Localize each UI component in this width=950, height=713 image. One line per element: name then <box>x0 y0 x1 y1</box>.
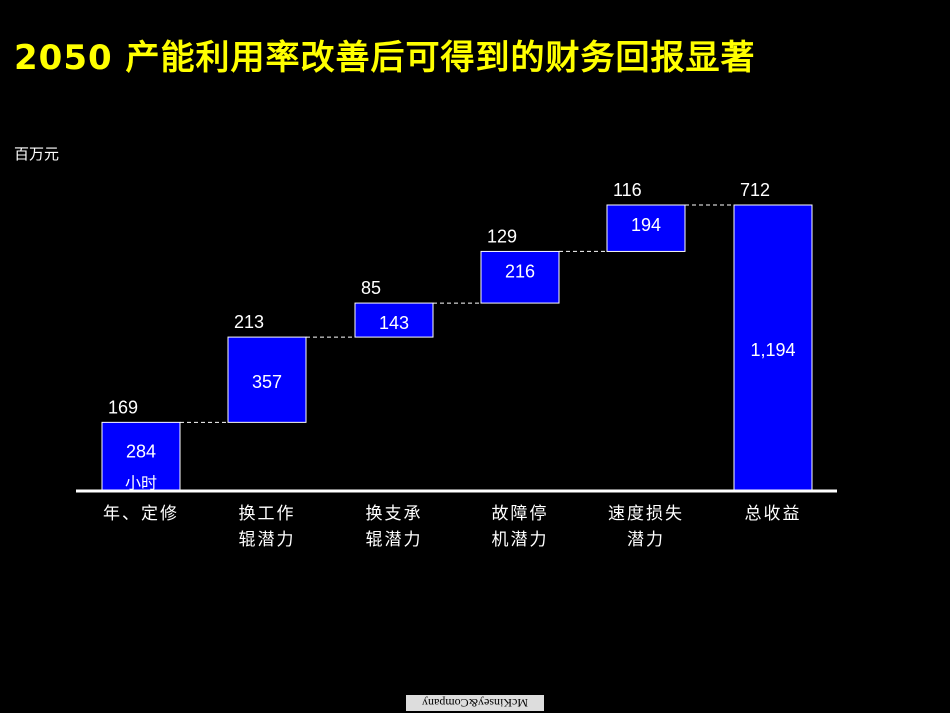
value-label-0: 169 <box>108 397 138 417</box>
value-label-2: 85 <box>361 278 381 298</box>
company-logo: McKinsey&Company <box>406 695 544 711</box>
inner-label-2: 143 <box>379 313 409 333</box>
category-label-5-0: 总收益 <box>745 504 802 524</box>
inner-label-4: 194 <box>631 215 661 235</box>
bar-3 <box>480 250 560 304</box>
inner-label-0: 284 <box>126 441 156 461</box>
inner-label-1: 357 <box>252 372 282 392</box>
category-label-0-0: 年、定修 <box>103 504 179 524</box>
value-label-5: 712 <box>740 180 770 200</box>
unit-note-0: 小时 <box>125 473 157 492</box>
category-label-3-1: 机潜力 <box>492 530 549 550</box>
value-label-4: 116 <box>613 180 642 200</box>
unit-label: 百万元 <box>14 145 60 163</box>
bar-0 <box>101 421 181 491</box>
category-label-4-1: 潜力 <box>627 530 665 550</box>
bar-4 <box>606 204 686 252</box>
category-label-1-0: 换工作 <box>239 504 296 524</box>
value-label-1: 213 <box>234 312 264 332</box>
inner-label-5: 1,194 <box>750 340 795 360</box>
category-label-4-0: 速度损失 <box>608 504 684 524</box>
category-label-2-0: 换支承 <box>366 504 423 524</box>
category-label-1-1: 辊潜力 <box>239 530 296 550</box>
value-label-3: 129 <box>487 226 517 246</box>
category-label-3-0: 故障停 <box>492 504 549 524</box>
bar-2 <box>354 302 434 338</box>
inner-label-3: 216 <box>505 261 535 281</box>
page-title: 2050 产能利用率改善后可得到的财务回报显著 <box>14 38 756 78</box>
bar-1 <box>227 336 307 423</box>
category-label-2-1: 辊潜力 <box>366 530 423 550</box>
